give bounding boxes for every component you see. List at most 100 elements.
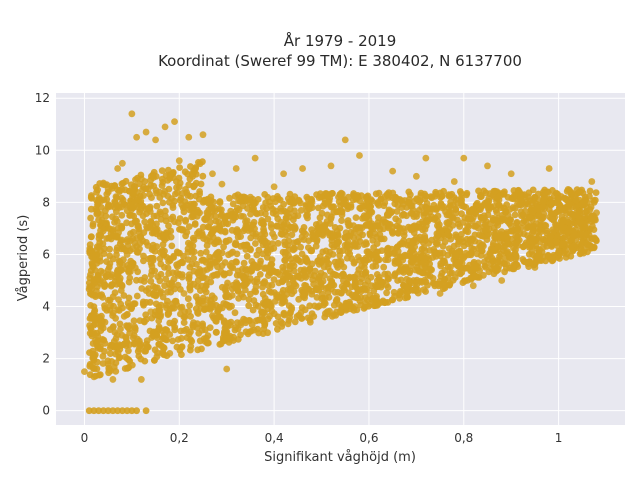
data-point bbox=[190, 319, 197, 326]
data-point bbox=[362, 286, 369, 294]
data-point bbox=[156, 208, 164, 216]
data-point bbox=[305, 237, 313, 245]
data-point bbox=[517, 191, 525, 198]
data-point bbox=[363, 240, 370, 248]
data-point bbox=[306, 316, 314, 324]
data-point bbox=[243, 242, 251, 250]
data-point bbox=[250, 278, 258, 286]
data-point bbox=[395, 217, 402, 225]
data-point bbox=[202, 281, 210, 289]
data-point bbox=[171, 297, 179, 305]
data-point bbox=[578, 225, 586, 232]
data-point bbox=[101, 318, 109, 326]
data-point bbox=[356, 224, 364, 231]
data-point bbox=[314, 276, 322, 284]
data-point bbox=[153, 202, 161, 210]
data-point bbox=[338, 208, 345, 215]
data-point bbox=[241, 194, 249, 201]
data-point bbox=[243, 252, 251, 260]
data-point bbox=[470, 265, 478, 273]
data-point bbox=[237, 242, 245, 250]
chart-title-line-1: År 1979 - 2019 bbox=[284, 31, 397, 50]
data-point bbox=[131, 325, 139, 332]
data-point bbox=[539, 203, 547, 210]
data-point bbox=[196, 188, 204, 195]
data-point bbox=[156, 277, 164, 285]
data-point bbox=[441, 259, 449, 267]
data-point bbox=[301, 306, 309, 314]
data-point bbox=[588, 178, 596, 185]
data-point bbox=[275, 271, 283, 278]
data-point bbox=[400, 200, 407, 208]
data-point bbox=[264, 239, 272, 247]
data-point bbox=[118, 222, 125, 230]
data-point bbox=[420, 286, 428, 294]
data-point bbox=[125, 278, 133, 286]
data-point bbox=[103, 219, 110, 227]
data-point bbox=[180, 208, 188, 216]
data-point bbox=[155, 340, 163, 348]
data-point bbox=[376, 276, 383, 284]
data-point bbox=[268, 266, 276, 273]
data-point bbox=[259, 204, 267, 211]
data-point bbox=[351, 303, 359, 310]
data-point bbox=[213, 271, 221, 279]
data-point bbox=[338, 217, 345, 225]
data-point bbox=[500, 260, 508, 267]
data-point bbox=[370, 287, 378, 295]
data-point bbox=[231, 192, 239, 200]
data-point bbox=[543, 188, 551, 196]
data-point bbox=[565, 218, 572, 226]
data-point bbox=[223, 365, 231, 373]
data-point bbox=[422, 154, 430, 162]
data-point bbox=[392, 194, 400, 202]
data-point bbox=[499, 215, 506, 223]
data-point bbox=[134, 249, 142, 256]
data-point bbox=[221, 270, 229, 278]
data-point bbox=[259, 283, 266, 291]
data-point bbox=[318, 295, 325, 303]
data-point bbox=[99, 240, 107, 248]
data-point bbox=[354, 270, 362, 278]
data-point bbox=[232, 239, 240, 247]
data-point bbox=[331, 288, 339, 296]
data-point bbox=[473, 250, 481, 258]
x-tick-label: 0,2 bbox=[170, 431, 189, 445]
data-point bbox=[308, 247, 315, 255]
data-point bbox=[380, 263, 388, 271]
data-point bbox=[441, 275, 449, 283]
data-point bbox=[423, 200, 431, 207]
data-point bbox=[346, 221, 354, 229]
data-point bbox=[262, 210, 269, 218]
data-point bbox=[232, 208, 240, 216]
data-point bbox=[97, 232, 105, 240]
data-point bbox=[297, 199, 304, 207]
data-point bbox=[247, 234, 255, 242]
data-point bbox=[148, 229, 156, 237]
data-point bbox=[242, 266, 250, 273]
data-point bbox=[391, 249, 398, 256]
data-point bbox=[283, 220, 291, 228]
data-point bbox=[255, 302, 262, 310]
data-point bbox=[308, 198, 316, 206]
y-axis-ticks: 0 2 4 6 8 10 12 bbox=[35, 91, 50, 417]
data-point bbox=[142, 239, 150, 246]
data-point bbox=[166, 319, 174, 327]
data-point bbox=[467, 239, 474, 247]
data-point bbox=[403, 283, 411, 291]
data-point bbox=[549, 187, 556, 194]
data-point bbox=[375, 189, 383, 197]
y-tick-label: 2 bbox=[42, 352, 50, 366]
data-point bbox=[423, 206, 431, 213]
data-point bbox=[87, 324, 94, 332]
data-point bbox=[461, 265, 469, 272]
data-point bbox=[375, 214, 382, 222]
data-point bbox=[133, 133, 141, 141]
y-tick-label: 8 bbox=[42, 195, 50, 209]
data-point bbox=[281, 256, 289, 264]
data-point bbox=[118, 180, 126, 188]
data-point bbox=[171, 326, 179, 334]
data-point bbox=[265, 282, 272, 289]
data-point bbox=[463, 189, 471, 197]
data-point bbox=[184, 295, 192, 303]
